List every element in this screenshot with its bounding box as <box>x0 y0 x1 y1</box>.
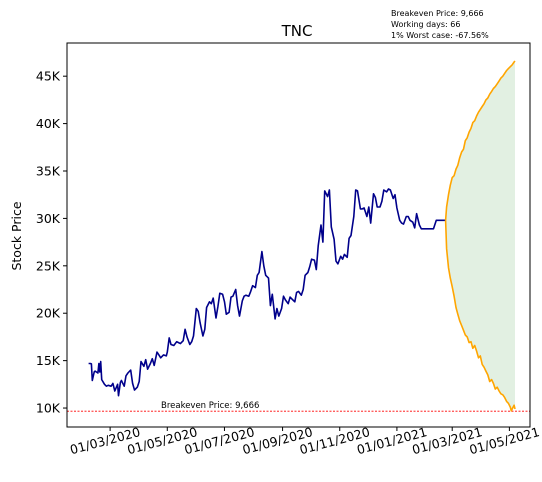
y-tick-label: 15K <box>36 353 61 368</box>
annotation-worst-case: 1% Worst case: -67.56% <box>391 31 489 40</box>
x-axis-ticks: 01/03/202001/05/202001/07/202001/09/2020… <box>68 424 541 457</box>
chart-title: TNC <box>281 22 313 40</box>
forecast-range-fill <box>445 61 515 411</box>
y-axis-ticks: 10K 15K 20K 25K 30K 35K 40K 45K <box>36 69 67 416</box>
breakeven-label: Breakeven Price: 9,666 <box>161 401 259 411</box>
y-tick-label: 10K <box>36 401 61 416</box>
price-line <box>88 188 446 397</box>
axes-frame <box>66 42 531 428</box>
y-tick-label: 35K <box>36 164 61 179</box>
forecast-upper-line <box>444 60 516 221</box>
y-tick-label: 45K <box>36 69 61 84</box>
y-tick-label: 40K <box>36 116 61 131</box>
forecast-lower-line <box>444 220 516 412</box>
y-tick-label: 30K <box>36 211 61 226</box>
annotation-box: Breakeven Price: 9,666 Working days: 66 … <box>391 9 489 40</box>
y-tick-label: 25K <box>36 258 61 273</box>
y-tick-label: 20K <box>36 306 61 321</box>
annotation-breakeven: Breakeven Price: 9,666 <box>391 9 484 18</box>
plot-area: Breakeven Price: 9,666 <box>67 60 530 412</box>
y-axis-label: Stock Price <box>9 201 24 270</box>
annotation-working-days: Working days: 66 <box>391 20 460 29</box>
